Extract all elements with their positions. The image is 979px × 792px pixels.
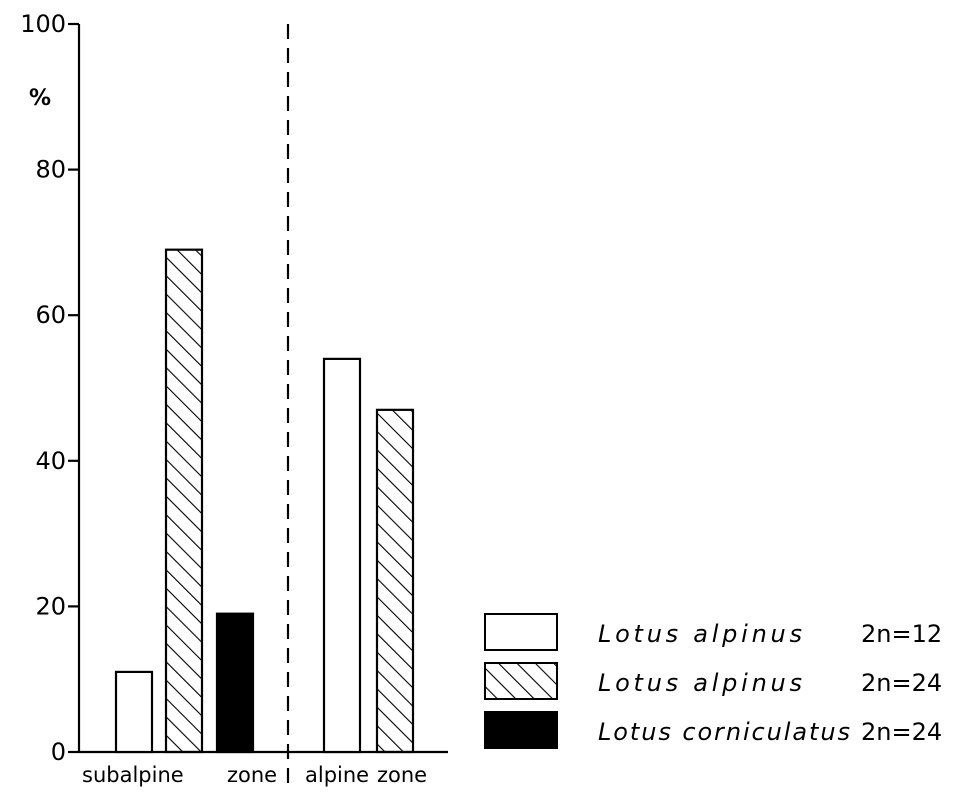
y-axis: 0 20 40 60 80 100 % [20, 10, 81, 766]
zone-2-label-right: zone [377, 763, 427, 787]
y-tick-label: 40 [35, 447, 66, 475]
legend-swatch-solid [484, 711, 558, 749]
legend-swatch-open [484, 613, 558, 651]
legend-swatch-hatched [484, 662, 558, 700]
bars [114, 248, 415, 754]
y-tick-label: 60 [35, 301, 66, 329]
y-tick-label: 20 [35, 592, 66, 620]
zone-1-label-left: subalpine [82, 763, 184, 787]
legend-name-2: Lotus alpinus [598, 669, 802, 697]
legend: Lotus alpinus 2n=12 Lotus alpinus 2n=24 … [484, 613, 942, 749]
bar-solid-zone-1 [215, 612, 255, 754]
bar-open-zone-2 [322, 357, 362, 754]
legend-name-1: Lotus alpinus [598, 620, 802, 648]
legend-name-3: Lotus corniculatus [598, 718, 850, 746]
y-ticks: 0 20 40 60 80 100 [20, 10, 79, 766]
y-unit-label: % [29, 86, 51, 111]
bar-hatched-zone-2 [375, 408, 415, 754]
legend-chrom-2: 2n=24 [861, 669, 942, 697]
y-tick-label: 80 [35, 156, 66, 184]
zone-2-label-left: alpine [305, 763, 369, 787]
y-tick-label: 100 [20, 10, 66, 38]
zone-labels: subalpine zone alpine zone [82, 763, 427, 787]
legend-chrom-1: 2n=12 [861, 620, 942, 648]
y-tick-label: 0 [51, 738, 66, 766]
bar-hatched-zone-1 [164, 248, 204, 754]
bar-open-zone-1 [114, 670, 154, 754]
legend-chrom-3: 2n=24 [861, 718, 942, 746]
zone-1-label-right: zone [227, 763, 277, 787]
